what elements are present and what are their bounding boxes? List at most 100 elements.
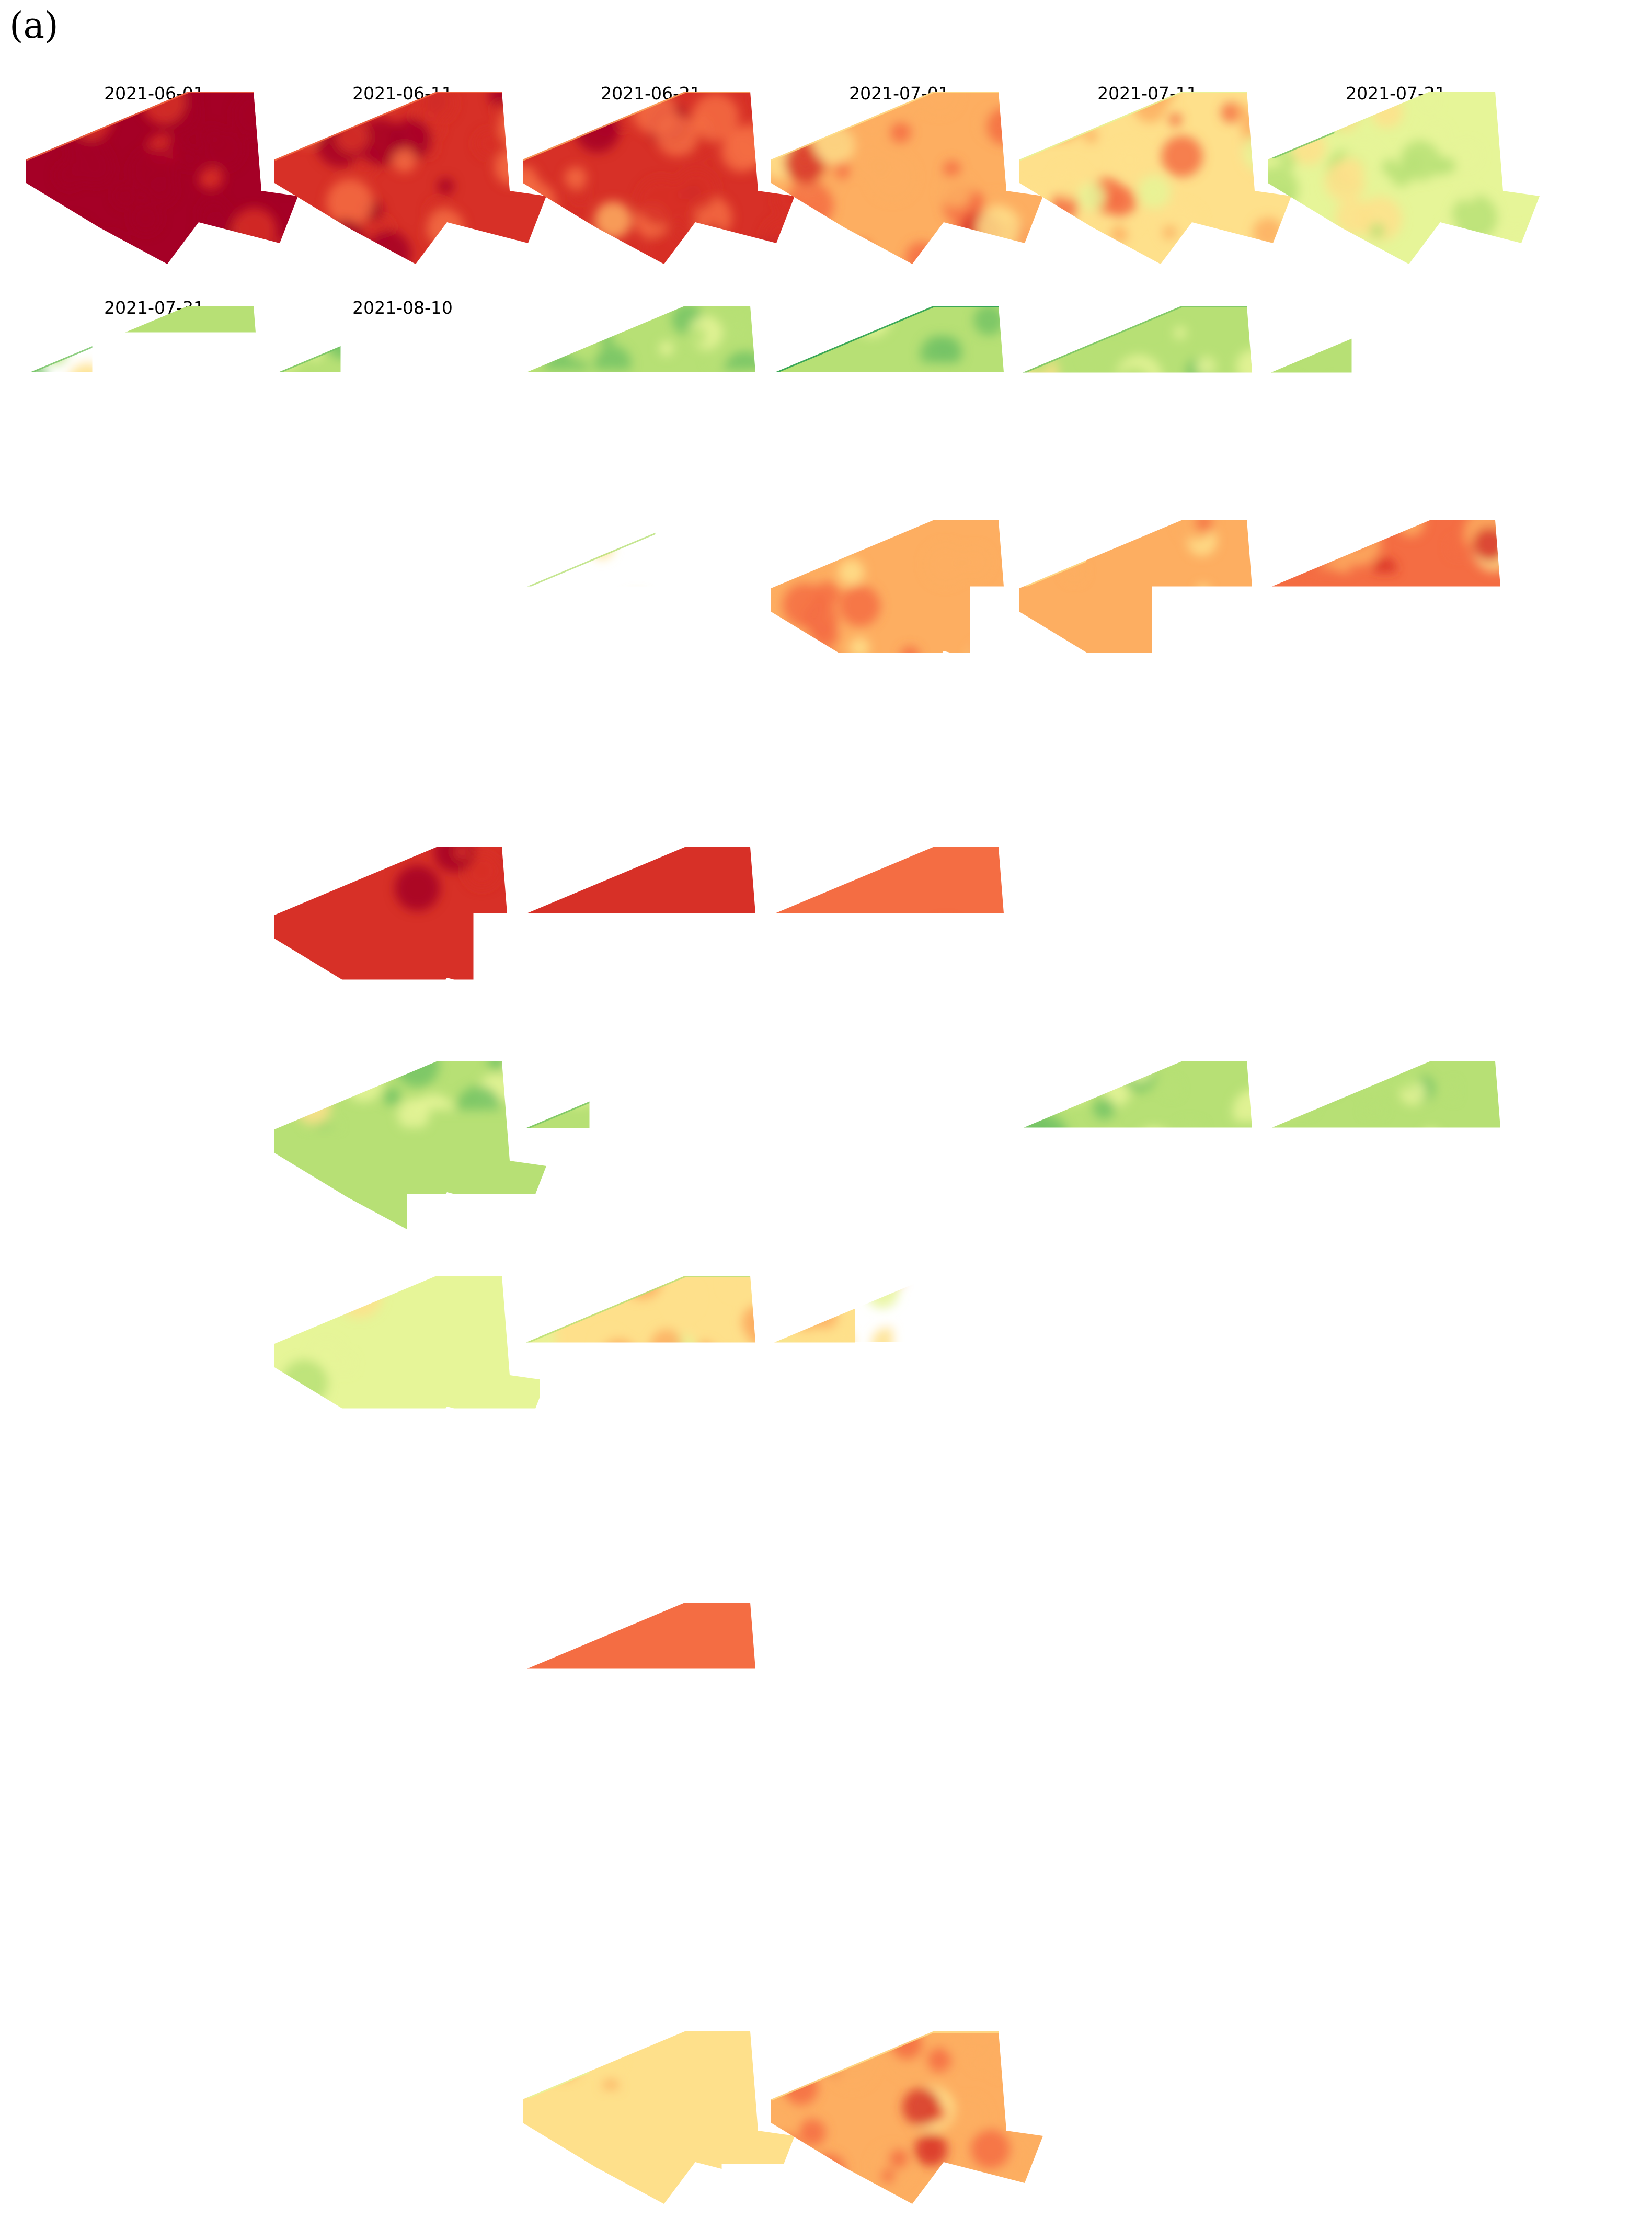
field-pixel-cluster bbox=[1045, 842, 1064, 862]
field-pixel-cluster bbox=[1037, 988, 1075, 1026]
field-pixel-cluster bbox=[709, 409, 738, 438]
field-pixel-cluster bbox=[1307, 567, 1346, 605]
field-pixel-cluster bbox=[106, 1105, 140, 1139]
field-map bbox=[269, 1044, 564, 1244]
field-pixel-cluster bbox=[438, 1670, 455, 1688]
field-pixel-cluster bbox=[147, 2125, 188, 2166]
field-pixel-cluster bbox=[1173, 1121, 1206, 1154]
field-pixel-cluster bbox=[494, 102, 510, 118]
field-pixel-cluster bbox=[42, 432, 87, 477]
field-pixel-cluster bbox=[959, 547, 990, 578]
field-pixel-cluster bbox=[854, 243, 868, 258]
field-pixel-cluster bbox=[931, 336, 962, 368]
field-map bbox=[506, 1258, 817, 1462]
field-pixel-cluster bbox=[1021, 118, 1047, 144]
field-pixel-cluster bbox=[1020, 841, 1045, 865]
field-pixel-cluster bbox=[732, 384, 758, 410]
field-pixel-cluster bbox=[807, 980, 840, 1013]
field-pixel-cluster bbox=[240, 658, 273, 690]
field-pixel-cluster bbox=[989, 461, 1007, 480]
field-pixel-cluster bbox=[351, 1416, 391, 1456]
field-pixel-cluster bbox=[696, 1908, 730, 1941]
field-pixel-cluster bbox=[915, 464, 930, 478]
colorbar-tick-label: 0.4 bbox=[1605, 1183, 1632, 1204]
field-pixel-cluster bbox=[142, 330, 166, 355]
field-pixel-cluster bbox=[771, 1274, 810, 1313]
field-pixel-cluster bbox=[1447, 1607, 1470, 1630]
field-pixel-cluster bbox=[307, 1871, 321, 1885]
field-pixel-cluster bbox=[1496, 851, 1540, 894]
field-pixel-cluster bbox=[506, 843, 551, 888]
field-pixel-cluster bbox=[1145, 570, 1158, 583]
field-map bbox=[760, 1258, 1065, 1467]
field-pixel-cluster bbox=[1515, 1672, 1547, 1705]
field-base bbox=[269, 515, 562, 703]
field-pixel-cluster bbox=[1253, 218, 1283, 248]
field-pixel-cluster bbox=[175, 990, 197, 1012]
field-pixel-cluster bbox=[774, 637, 796, 659]
field-pixel-cluster bbox=[1420, 332, 1457, 369]
field-pixel-cluster bbox=[754, 1049, 794, 1089]
field-pixel-cluster bbox=[1020, 1737, 1043, 1760]
field-pixel-cluster bbox=[652, 645, 689, 682]
field-pixel-cluster bbox=[767, 507, 796, 535]
field-pixel-cluster bbox=[490, 1410, 535, 1455]
field-pixel-cluster bbox=[724, 316, 751, 344]
field-pixel-cluster bbox=[1014, 902, 1043, 931]
field-pixel-cluster bbox=[1280, 1298, 1313, 1330]
field-pixel-cluster bbox=[1291, 1091, 1315, 1114]
colorbar-segment bbox=[1547, 1240, 1594, 1287]
field-pixel-cluster bbox=[940, 176, 972, 208]
field-pixel-cluster bbox=[1516, 1157, 1544, 1185]
field-pixel-cluster bbox=[1214, 1928, 1238, 1952]
field-pixel-cluster bbox=[36, 829, 76, 869]
field-pixel-cluster bbox=[1230, 1336, 1268, 1374]
field-pixel-cluster bbox=[54, 218, 93, 257]
field-pixel-cluster bbox=[1155, 985, 1198, 1027]
field-map bbox=[17, 1054, 314, 1255]
field-pixel-cluster bbox=[1064, 235, 1093, 264]
field-pixel-cluster bbox=[302, 458, 324, 479]
field-pixel-cluster bbox=[429, 1001, 464, 1036]
field-pixel-cluster bbox=[713, 861, 754, 903]
field-pixel-cluster bbox=[378, 1138, 412, 1172]
field-pixel-cluster bbox=[1056, 1927, 1090, 1961]
field-pixel-cluster bbox=[495, 636, 532, 673]
field-pixel-cluster bbox=[1102, 1641, 1147, 1686]
field-base bbox=[1263, 1597, 1555, 1786]
field-map bbox=[1007, 1256, 1311, 1459]
field-pixel-cluster bbox=[67, 1199, 106, 1238]
field-pixel-cluster bbox=[438, 1890, 467, 1919]
field-pixel-cluster bbox=[602, 1970, 626, 1994]
field-pixel-cluster bbox=[1236, 104, 1250, 118]
field-pixel-cluster bbox=[1110, 226, 1128, 243]
field-pixel-cluster bbox=[325, 845, 341, 862]
field-pixel-cluster bbox=[1493, 371, 1535, 413]
field-pixel-cluster bbox=[54, 2132, 73, 2150]
field-pixel-cluster bbox=[477, 1679, 518, 1720]
field-pixel-cluster bbox=[53, 998, 68, 1013]
colorbar-segment bbox=[1547, 1809, 1594, 1856]
field-pixel-cluster bbox=[1043, 115, 1068, 140]
field-pixel-cluster bbox=[683, 449, 730, 496]
field-pixel-cluster bbox=[1340, 1918, 1383, 1962]
field-pixel-cluster bbox=[659, 1636, 680, 1656]
field-pixel-cluster bbox=[25, 548, 43, 567]
field-pixel-cluster bbox=[462, 1312, 506, 1355]
field-pixel-cluster bbox=[522, 840, 568, 886]
field-pixel-cluster bbox=[1431, 584, 1446, 598]
field-pixel-cluster bbox=[1248, 433, 1275, 461]
field-pixel-cluster bbox=[1034, 1256, 1075, 1298]
field-pixel-cluster bbox=[1149, 1108, 1164, 1123]
field-pixel-cluster bbox=[592, 646, 608, 662]
field-map bbox=[266, 1587, 562, 1786]
field-pixel-cluster bbox=[750, 1269, 791, 1310]
colorbar: 0.00.20.40.60.81.0 bbox=[1547, 147, 1632, 635]
field-pixel-cluster bbox=[1038, 1975, 1062, 1999]
field-pixel-cluster bbox=[1514, 1284, 1540, 1310]
field-pixel-cluster bbox=[460, 1136, 505, 1181]
field-pixel-cluster bbox=[708, 1826, 727, 1845]
field-pixel-cluster bbox=[216, 242, 251, 278]
field-pixel-cluster bbox=[1462, 188, 1476, 202]
field-pixel-cluster bbox=[501, 666, 526, 691]
